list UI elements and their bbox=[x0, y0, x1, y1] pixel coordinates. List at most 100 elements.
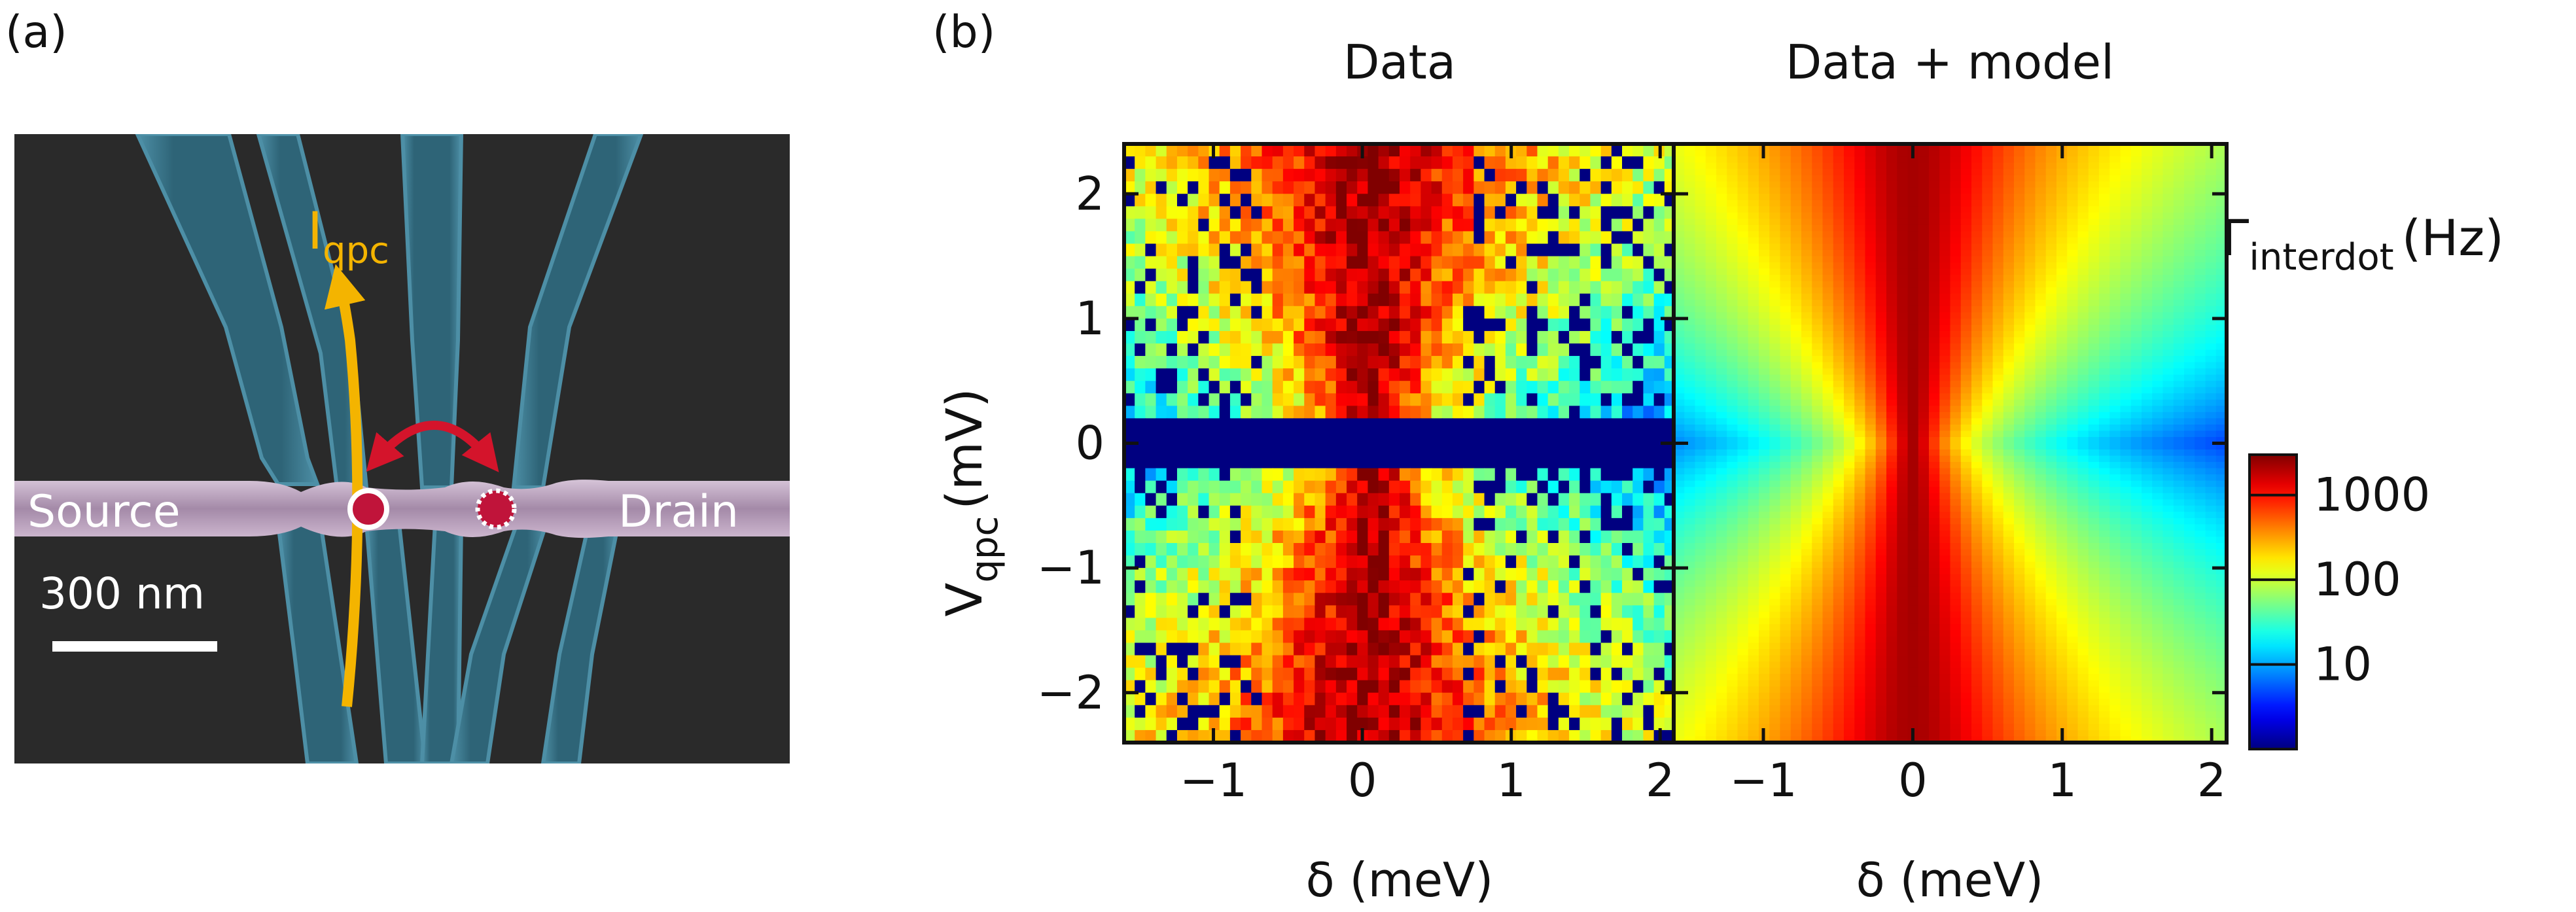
heatmap-cell bbox=[1875, 412, 1887, 419]
heatmap-cell bbox=[2088, 324, 2100, 332]
heatmap-cell bbox=[1547, 156, 1559, 169]
heatmap-cell bbox=[2215, 293, 2227, 301]
heatmap-cell bbox=[1388, 517, 1400, 531]
heatmap-cell bbox=[1705, 175, 1717, 182]
heatmap-cell bbox=[2099, 306, 2111, 313]
heatmap-cell bbox=[2184, 324, 2196, 332]
heatmap-cell bbox=[1251, 630, 1263, 644]
heatmap-cell bbox=[1886, 275, 1898, 282]
heatmap-cell bbox=[1737, 349, 1749, 357]
heatmap-cell bbox=[1780, 169, 1791, 176]
heatmap-cell bbox=[1569, 692, 1581, 706]
heatmap-cell bbox=[2056, 356, 2068, 363]
heatmap-cell bbox=[1325, 430, 1337, 444]
heatmap-cell bbox=[1684, 268, 1696, 275]
heatmap-cell bbox=[1431, 406, 1443, 419]
heatmap-cell bbox=[1992, 343, 2004, 351]
heatmap-cell bbox=[1388, 281, 1400, 294]
heatmap-cell bbox=[1294, 618, 1305, 631]
heatmap-cell bbox=[2195, 312, 2206, 319]
heatmap-cell bbox=[2045, 337, 2057, 344]
heatmap-cell bbox=[1410, 455, 1422, 469]
heatmap-cell bbox=[2024, 424, 2036, 432]
heatmap-cell bbox=[2152, 312, 2164, 319]
heatmap-cell bbox=[2173, 162, 2185, 169]
heatmap-cell bbox=[1262, 568, 1273, 581]
heatmap-cell bbox=[1716, 162, 1728, 169]
heatmap-cell bbox=[1643, 318, 1655, 332]
heatmap-cell bbox=[2088, 356, 2100, 363]
heatmap-cell bbox=[1347, 194, 1358, 207]
heatmap-cell bbox=[1918, 306, 1930, 313]
heatmap-cell bbox=[1452, 181, 1464, 195]
heatmap-cell bbox=[1569, 468, 1581, 482]
heatmap-cell bbox=[1198, 493, 1210, 506]
heatmap-cell bbox=[2077, 287, 2089, 294]
heatmap-cell bbox=[1982, 349, 1994, 357]
heatmap-cell bbox=[1737, 418, 1749, 425]
heatmap-cell bbox=[2162, 262, 2174, 270]
heatmap-cell bbox=[1294, 667, 1305, 681]
heatmap-cell bbox=[1790, 324, 1802, 332]
heatmap-cell bbox=[1769, 256, 1781, 263]
heatmap-cell bbox=[1971, 418, 1983, 425]
heatmap-cell bbox=[2088, 237, 2100, 245]
heatmap-cell bbox=[1145, 293, 1157, 307]
heatmap-cell bbox=[2215, 349, 2227, 357]
heatmap-cell bbox=[1971, 206, 1983, 213]
heatmap-cell bbox=[2205, 231, 2217, 238]
heatmap-cell bbox=[1875, 312, 1887, 319]
heatmap-cell bbox=[1188, 480, 1199, 494]
heatmap-cell bbox=[1209, 330, 1220, 344]
heatmap-cell bbox=[1790, 268, 1802, 275]
heatmap-cell bbox=[1833, 237, 1844, 245]
heatmap-cell bbox=[1388, 543, 1400, 556]
heatmap-cell bbox=[1473, 655, 1485, 669]
heatmap-cell bbox=[2035, 330, 2047, 338]
heatmap-cell bbox=[1590, 667, 1602, 681]
heatmap-cell bbox=[1452, 231, 1464, 245]
heatmap-cell bbox=[1653, 692, 1665, 706]
heatmap-cell bbox=[1737, 150, 1749, 157]
heatmap-cell bbox=[1135, 318, 1146, 332]
heatmap-cell bbox=[2205, 156, 2217, 164]
heatmap-cell bbox=[1705, 250, 1717, 257]
heatmap-cell bbox=[1176, 655, 1188, 669]
heatmap-cell bbox=[1526, 281, 1538, 294]
heatmap-cell bbox=[1684, 206, 1696, 213]
heatmap-cell bbox=[1982, 374, 1994, 381]
heatmap-cell bbox=[1166, 268, 1178, 282]
heatmap-cell bbox=[1875, 368, 1887, 376]
heatmap-cell bbox=[1241, 630, 1252, 644]
heatmap-cell bbox=[1748, 381, 1759, 388]
heatmap-cell bbox=[2152, 424, 2164, 432]
heatmap-cell bbox=[1251, 194, 1263, 207]
heatmap-cell bbox=[1473, 580, 1485, 594]
heatmap-cell bbox=[1124, 468, 1135, 482]
heatmap-cell bbox=[2109, 275, 2121, 282]
heatmap-cell bbox=[1780, 312, 1791, 319]
heatmap-cell bbox=[1431, 393, 1443, 407]
heatmap-cell bbox=[2003, 156, 2015, 164]
heatmap-cell bbox=[2152, 175, 2164, 182]
heatmap-cell bbox=[1282, 430, 1294, 444]
heatmap-cell bbox=[1156, 194, 1167, 207]
heatmap-cell bbox=[1822, 175, 1834, 182]
heatmap-cell bbox=[1579, 243, 1591, 257]
heatmap-cell bbox=[2152, 393, 2164, 400]
heatmap-cell bbox=[1600, 293, 1612, 307]
heatmap-cell bbox=[1463, 555, 1475, 569]
heatmap-cell bbox=[1759, 300, 1771, 307]
heatmap-cell bbox=[1176, 256, 1188, 270]
heatmap-cell bbox=[1400, 430, 1411, 444]
heatmap-cell bbox=[1992, 219, 2004, 226]
heatmap-cell bbox=[1347, 468, 1358, 482]
heatmap-cell bbox=[1347, 530, 1358, 544]
heatmap-cell bbox=[1716, 387, 1728, 395]
heatmap-cell bbox=[1801, 412, 1813, 419]
heatmap-cell bbox=[1441, 219, 1453, 232]
heatmap-cell bbox=[1674, 412, 1685, 419]
heatmap-cell bbox=[1241, 219, 1252, 232]
heatmap-cell bbox=[1516, 219, 1528, 232]
heatmap-cell bbox=[1674, 430, 1685, 438]
